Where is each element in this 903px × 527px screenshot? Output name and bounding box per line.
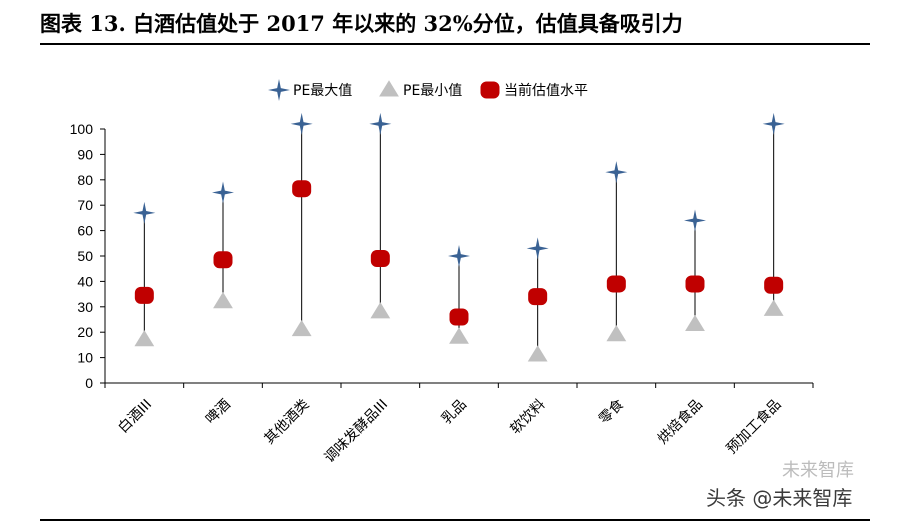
pe-min-point: [370, 302, 391, 319]
range-lines: [143, 123, 775, 356]
pe-min-point: [685, 314, 705, 332]
pe-max-point: [448, 245, 470, 267]
pe-max-point: [605, 161, 628, 184]
pe-max-point: [290, 112, 313, 135]
bottom-rule: [40, 519, 870, 521]
figure-title: 图表 13. 白酒估值处于 2017 年以来的 32%分位，估值具备吸引力: [40, 11, 683, 36]
current-valuation-point: [449, 308, 469, 326]
pe-max-point: [212, 181, 234, 204]
current-valuation-point: [685, 275, 705, 293]
x-category-label: 乳品: [439, 397, 470, 428]
legend-label: PE最小值: [403, 83, 462, 99]
y-tick-label: 50: [77, 248, 93, 264]
x-category-label: 其他酒类: [262, 397, 313, 448]
legend-pe-max: PE最大值: [268, 79, 352, 101]
y-tick-label: 70: [77, 197, 93, 213]
current-valuation-point: [134, 286, 154, 304]
legend-marker: [379, 80, 399, 97]
x-category-label: 零食: [595, 396, 627, 428]
pe-max-point: [684, 209, 706, 232]
current-valuation-point: [528, 288, 548, 306]
pe-min-point: [606, 325, 627, 342]
y-tick-label: 30: [77, 299, 93, 315]
x-category-label: 啤酒: [203, 397, 234, 428]
y-axis: 0 10 20 30 40 50 60 70 80 90 100: [70, 121, 106, 391]
y-tick-label: 100: [70, 121, 94, 137]
x-category-label: 烘焙食品: [654, 396, 706, 448]
legend-label: 当前估值水平: [504, 82, 588, 99]
legend: PE最大值 PE最小值 当前估值水平: [268, 79, 588, 101]
watermark: 未来智库 头条 @未来智库: [706, 460, 854, 510]
current-valuation-point: [606, 275, 626, 293]
x-category-label: 白酒III: [115, 397, 155, 437]
pe-max-point: [369, 112, 392, 135]
title-underline: [40, 43, 870, 45]
legend-pe-min: PE最小值: [379, 80, 462, 99]
data-marks: [133, 112, 785, 362]
current-valuation-point: [213, 251, 233, 269]
current-valuation-point: [764, 276, 784, 294]
pe-max-point: [526, 237, 549, 260]
y-tick-label: 20: [77, 324, 93, 340]
pe-min-point: [213, 292, 233, 309]
watermark-front-text: 头条 @未来智库: [706, 486, 852, 510]
legend-label: PE最大值: [293, 83, 352, 99]
pe-min-point: [134, 330, 155, 347]
y-tick-label: 90: [77, 146, 93, 162]
watermark-back-text: 未来智库: [782, 460, 854, 481]
pe-min-point: [763, 299, 784, 316]
pe-min-point: [291, 319, 312, 337]
x-category-label: 软饮料: [507, 397, 548, 438]
y-tick-label: 40: [77, 273, 93, 289]
y-tick-label: 80: [77, 172, 93, 188]
y-tick-label: 60: [77, 223, 93, 239]
current-valuation-point: [370, 250, 390, 268]
pe-max-point: [762, 112, 785, 135]
y-tick-label: 0: [85, 375, 93, 391]
pe-min-point: [449, 327, 469, 344]
x-axis: 白酒III 啤酒 其他酒类 调味发酵品III 乳品 软饮料 零食 烘焙食品 预加工食品: [104, 382, 814, 467]
legend-current: 当前估值水平: [480, 81, 588, 99]
pe-min-point: [527, 345, 548, 362]
x-category-label: 预加工食品: [723, 396, 785, 458]
current-valuation-point: [292, 180, 312, 198]
pe-max-point: [133, 201, 156, 224]
legend-marker: [480, 81, 500, 99]
y-tick-label: 10: [77, 350, 93, 366]
legend-marker: [268, 79, 290, 101]
x-category-label: 调味发酵品III: [322, 397, 392, 467]
